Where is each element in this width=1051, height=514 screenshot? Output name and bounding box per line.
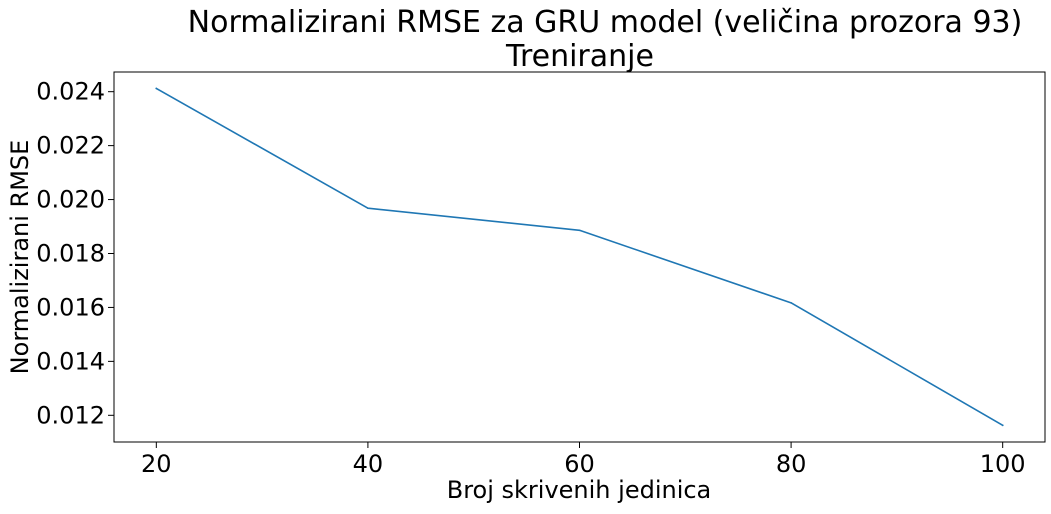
data-point (578, 229, 581, 232)
chart-subtitle: Treniranje (505, 39, 654, 74)
y-tick-label: 0.020 (36, 186, 105, 214)
x-tick-label: 20 (141, 450, 172, 478)
x-tick-label: 60 (564, 450, 595, 478)
data-point (790, 302, 792, 304)
x-tick-label: 40 (353, 450, 384, 478)
y-tick-label: 0.016 (36, 293, 105, 321)
x-tick-label: 100 (980, 450, 1026, 478)
y-tick-label: 0.018 (36, 239, 105, 267)
plot-frame (113, 71, 1046, 443)
plot-area: 20 40 60 80 100 0.012 0.014 0.016 0.018 0.020 0.02… (36, 71, 1046, 478)
y-tick-label: 0.012 (36, 401, 105, 429)
data-point (155, 87, 158, 90)
series-line-0 (155, 87, 1004, 427)
y-tick-label: 0.024 (36, 78, 105, 106)
y-tick-label: 0.022 (36, 132, 105, 160)
y-tick-label: 0.014 (36, 347, 105, 375)
chart-title: Normalizirani RMSE za GRU model (veličin… (188, 5, 1023, 40)
x-axis-label: Broj skrivenih jedinica (447, 476, 712, 504)
data-point (1001, 424, 1004, 427)
y-axis-label: Normalizirani RMSE (6, 140, 34, 375)
x-tick-label: 80 (776, 450, 807, 478)
data-point (367, 207, 369, 209)
